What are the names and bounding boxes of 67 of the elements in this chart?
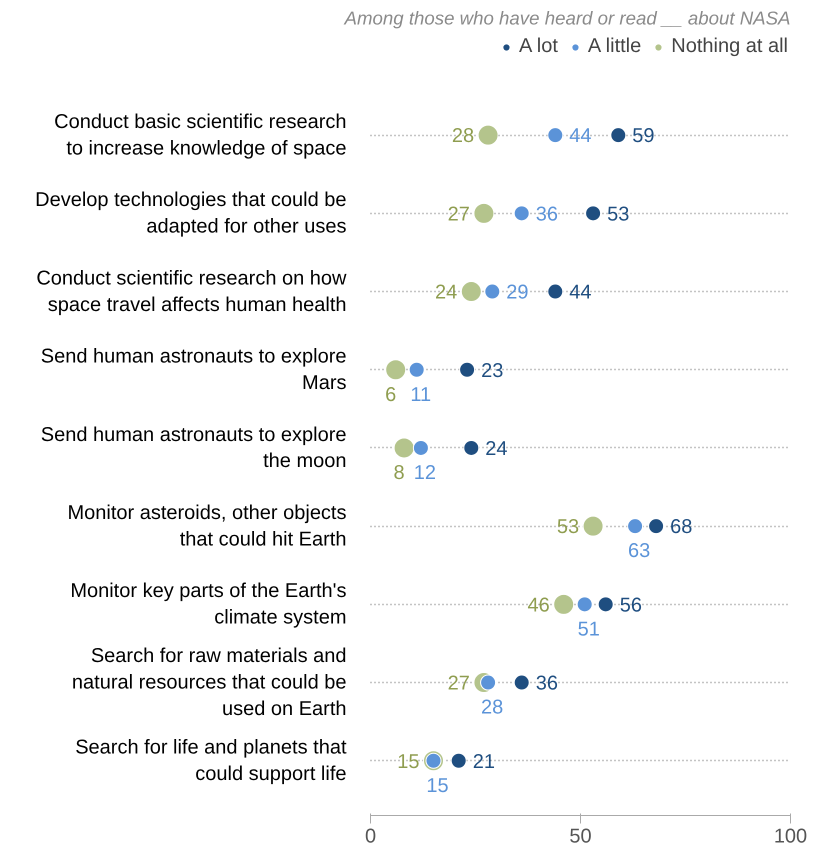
point xyxy=(576,596,593,612)
data-label: 56 xyxy=(620,594,642,616)
data-label: 15 xyxy=(426,774,449,797)
data-label: 6 xyxy=(385,384,396,406)
data-label: 68 xyxy=(670,516,692,538)
data-label: 12 xyxy=(414,462,436,484)
point xyxy=(480,674,496,691)
y-tick-label: Send human astronauts to explore the moon xyxy=(40,424,347,472)
legend-label: Nothing at all xyxy=(671,35,788,58)
point xyxy=(582,516,604,537)
legend-title: Among those who have heard or read __ about NASA xyxy=(344,8,791,28)
x-tick-label: 50 xyxy=(569,826,592,848)
data-label: 44 xyxy=(569,282,592,304)
y-tick-label: Send human astronauts to explore Mars xyxy=(40,346,347,394)
data-label: 27 xyxy=(448,672,470,695)
data-label: 24 xyxy=(485,438,508,460)
data-label: 23 xyxy=(481,360,504,382)
point xyxy=(553,594,574,615)
x-tick-label: 0 xyxy=(364,826,376,848)
data-label: 36 xyxy=(536,672,558,695)
y-tick-label: Conduct basic scientific research to increase knowledge of space xyxy=(54,110,347,160)
point xyxy=(585,205,602,222)
legend-label: A lot xyxy=(518,35,558,58)
point xyxy=(450,752,467,769)
point xyxy=(547,284,564,300)
point xyxy=(473,202,494,224)
data-label: 28 xyxy=(480,696,504,719)
data-label: 46 xyxy=(527,594,550,616)
point xyxy=(627,518,644,534)
data-label: 28 xyxy=(452,125,474,148)
data-label: 15 xyxy=(397,750,420,773)
point xyxy=(460,281,482,302)
data-label: 11 xyxy=(410,384,432,406)
data-label: 24 xyxy=(435,282,458,304)
point xyxy=(385,359,406,380)
point xyxy=(484,284,500,300)
point xyxy=(598,596,614,612)
point xyxy=(478,124,499,146)
point xyxy=(648,518,664,534)
data-label: 36 xyxy=(536,203,558,226)
point xyxy=(547,127,564,144)
point xyxy=(408,362,425,378)
point xyxy=(514,674,530,691)
data-label: 53 xyxy=(607,203,630,226)
point xyxy=(394,437,415,458)
data-label: 27 xyxy=(448,203,470,226)
y-tick-label: Search for life and planets that could support life xyxy=(75,736,347,785)
point xyxy=(463,440,480,456)
x-tick-label: 100 xyxy=(774,826,808,848)
point xyxy=(610,127,626,144)
data-label: 8 xyxy=(394,462,405,484)
y-tick-label: Search for raw materials and natural resources that could be used on Earth xyxy=(72,645,347,720)
data-label: 59 xyxy=(632,125,655,148)
data-label: 51 xyxy=(578,618,600,640)
point xyxy=(459,362,476,378)
point xyxy=(514,205,530,222)
y-tick-label: Monitor key parts of the Earth's climate system xyxy=(70,580,347,629)
y-tick-label: Monitor asteroids, other objects that could hit Earth xyxy=(67,502,347,550)
data-label: 21 xyxy=(472,750,495,773)
data-label: 29 xyxy=(506,282,529,304)
y-tick-label: Develop technologies that could be adapted for other uses xyxy=(35,189,347,238)
point xyxy=(412,440,429,456)
data-label: 53 xyxy=(556,516,580,538)
data-label: 63 xyxy=(628,540,650,562)
y-tick-label: Conduct scientific research on how space travel affects human health xyxy=(36,267,348,316)
data-label: 44 xyxy=(569,125,592,148)
legend-label: A little xyxy=(588,35,642,58)
